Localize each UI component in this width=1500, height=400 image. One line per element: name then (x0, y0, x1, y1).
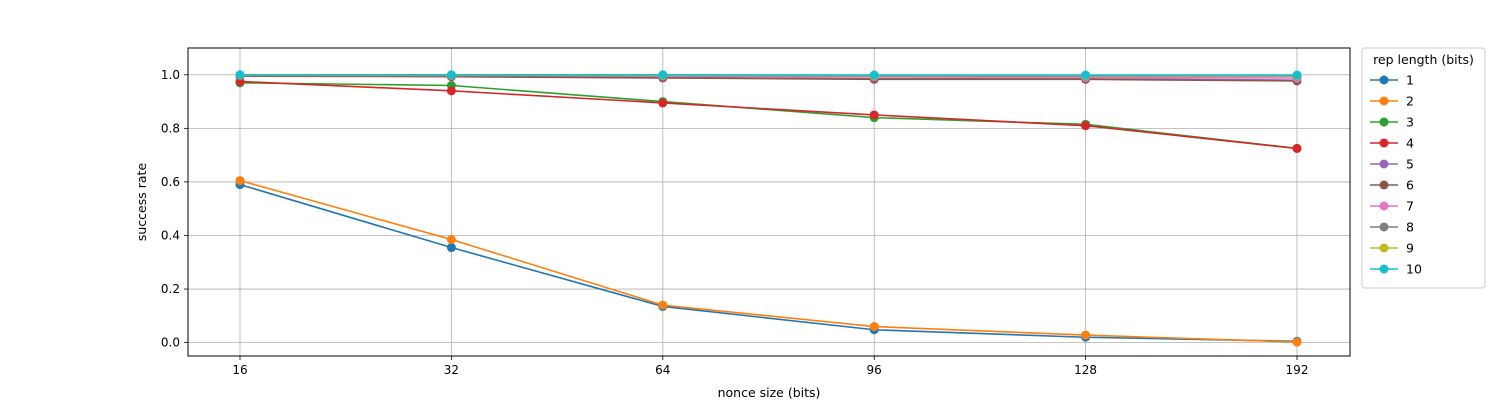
series-line (239, 75, 1298, 82)
x-axis-label: nonce size (bits) (718, 385, 821, 400)
legend-swatch-marker (1379, 243, 1389, 253)
series-4 (235, 76, 1302, 153)
legend-label: 10 (1406, 262, 1422, 277)
legend-swatch-marker (1379, 138, 1389, 148)
legend-item: 3 (1370, 115, 1414, 130)
data-point (869, 110, 879, 120)
data-point (658, 98, 668, 108)
y-tick-label: 0.4 (161, 228, 180, 242)
series-line (239, 80, 1298, 150)
y-tick-label: 0.6 (161, 175, 180, 189)
legend-item: 5 (1370, 157, 1414, 172)
series-line (239, 82, 1298, 150)
x-tick-label: 32 (444, 363, 459, 377)
legend-swatch-marker (1379, 75, 1389, 85)
legend-label: 9 (1406, 241, 1414, 256)
x-tick-label: 64 (655, 363, 670, 377)
x-tick-label: 96 (867, 363, 882, 377)
legend-item: 7 (1370, 199, 1414, 214)
grid (188, 48, 1350, 356)
legend-swatch-marker (1379, 222, 1389, 232)
series-2 (235, 176, 1302, 347)
legend-label: 6 (1406, 178, 1414, 193)
series-line (239, 183, 1298, 343)
legend-label: 5 (1406, 157, 1414, 172)
series-10 (235, 70, 1302, 80)
data-point (235, 70, 245, 80)
data-point (658, 70, 668, 80)
legend-swatch-marker (1379, 201, 1389, 211)
legend-label: 3 (1406, 115, 1414, 130)
legend-item: 8 (1370, 220, 1414, 235)
y-tick-label: 0.8 (161, 121, 180, 135)
x-tick-label: 192 (1286, 363, 1309, 377)
x-tick-label: 128 (1074, 363, 1097, 377)
series-line (239, 179, 1298, 343)
data-point (1081, 330, 1091, 340)
legend-item: 2 (1370, 94, 1414, 109)
legend-label: 8 (1406, 220, 1414, 235)
plot-frame (187, 47, 1351, 357)
data-point (869, 322, 879, 332)
x-tick-label: 16 (232, 363, 247, 377)
y-tick-label: 0.0 (161, 336, 180, 350)
legend-item: 4 (1370, 136, 1414, 151)
series-3 (235, 78, 1302, 153)
legend-swatch-marker (1379, 117, 1389, 127)
data-point (1292, 70, 1302, 80)
y-tick-label: 0.2 (161, 282, 180, 296)
legend-item: 1 (1370, 73, 1414, 88)
legend-label: 1 (1406, 73, 1414, 88)
legend-title: rep length (bits) (1373, 52, 1474, 67)
y-axis-label: success rate (134, 163, 149, 242)
data-point (446, 243, 456, 253)
legend-swatch-marker (1379, 180, 1389, 190)
data-point (869, 70, 879, 80)
data-point (235, 176, 245, 186)
data-point (658, 300, 668, 310)
data-point (1081, 121, 1091, 131)
legend-swatch-marker (1379, 159, 1389, 169)
legend-items: 1 2 3 4 5 6 7 8 9 10 (1370, 73, 1422, 277)
legend-label: 2 (1406, 94, 1414, 109)
data-point (446, 70, 456, 80)
legend-swatch-marker (1379, 96, 1389, 106)
legend-box (1361, 47, 1486, 289)
data-point (446, 234, 456, 244)
legend-swatch-marker (1379, 264, 1389, 274)
legend: rep length (bits) 1 2 3 4 5 6 7 8 9 10 (1361, 47, 1486, 289)
data-point (1081, 70, 1091, 80)
data-point (1292, 337, 1302, 347)
legend-item: 9 (1370, 241, 1414, 256)
data-point (1292, 143, 1302, 153)
data-point (446, 86, 456, 96)
series-1 (235, 180, 1302, 346)
axis-ticks: 16 32 64 96 128 192 0.0 0.2 0.4 0.6 0.8 1.0 (161, 68, 1309, 377)
legend-label: 7 (1406, 199, 1414, 214)
legend-item: 6 (1370, 178, 1414, 193)
legend-item: 10 (1370, 262, 1422, 277)
y-tick-label: 1.0 (161, 68, 180, 82)
legend-label: 4 (1406, 136, 1414, 151)
series-layer (235, 70, 1302, 347)
